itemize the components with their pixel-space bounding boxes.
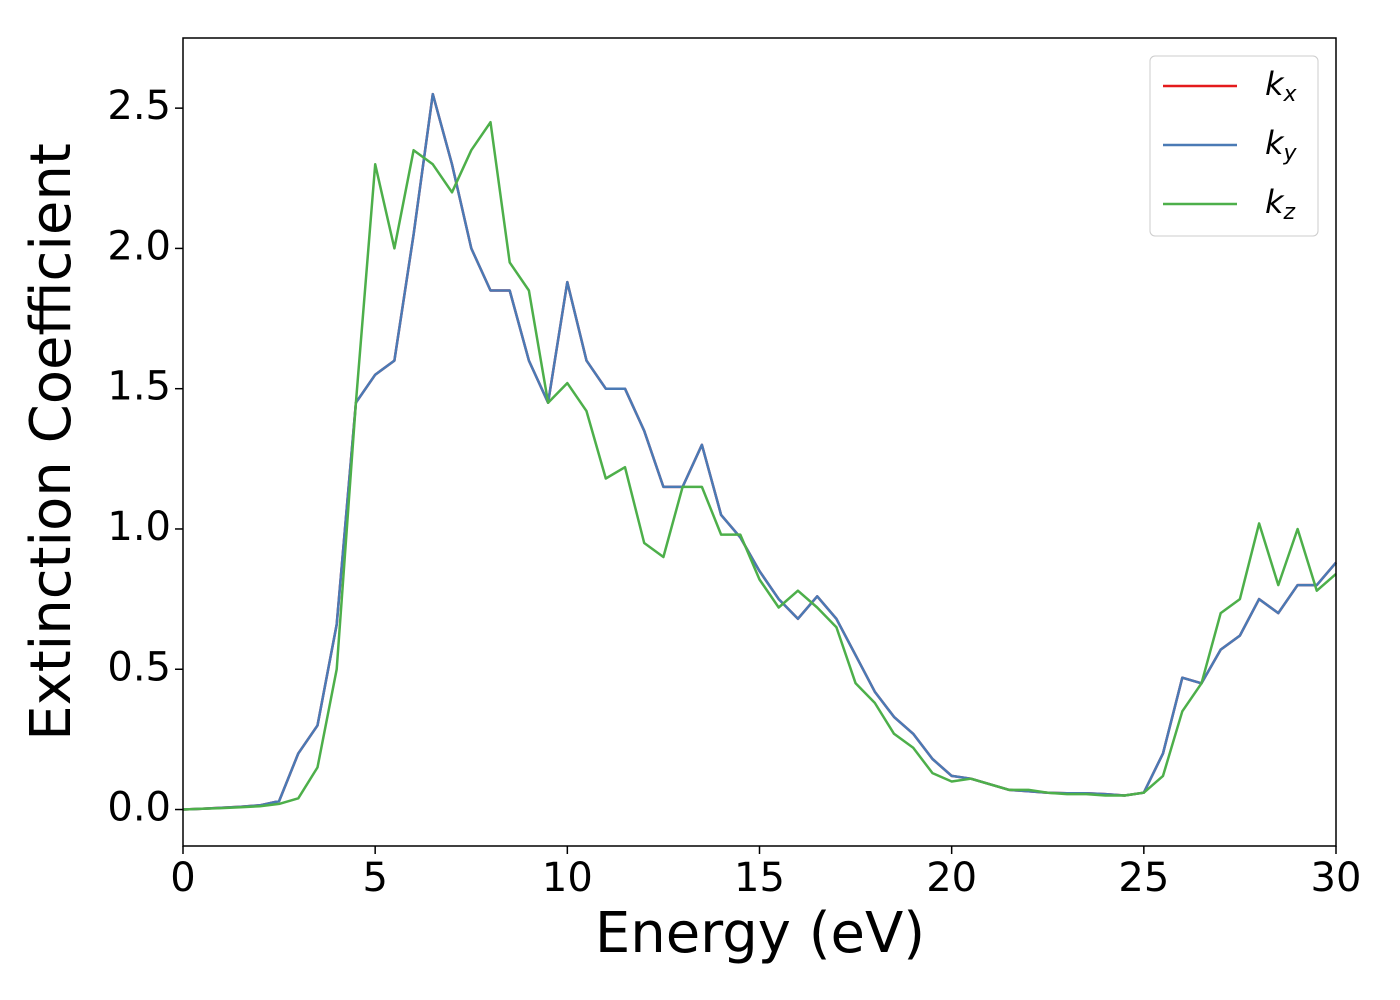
x-axis-label: Energy (eV) <box>595 901 925 966</box>
y-axis-label: Extinction Coefficient <box>19 143 84 741</box>
x-tick-label: 10 <box>542 855 593 901</box>
legend-label: kx <box>1265 65 1298 107</box>
x-tick-label: 5 <box>362 855 387 901</box>
series-line <box>182 120 1337 811</box>
legend-label: kz <box>1265 183 1296 225</box>
y-tick-label: 2.5 <box>107 83 171 129</box>
x-tick-label: 30 <box>1311 855 1362 901</box>
y-tick-label: 0.0 <box>107 785 171 831</box>
y-tick-label: 2.0 <box>107 223 171 269</box>
legend-label: ky <box>1265 124 1298 166</box>
x-tick-label: 20 <box>926 855 977 901</box>
x-tick-label: 25 <box>1118 855 1169 901</box>
plot-frame <box>182 37 1337 847</box>
y-tick-label: 1.0 <box>107 504 171 550</box>
y-tick-label: 1.5 <box>107 364 171 410</box>
x-tick-label: 15 <box>734 855 785 901</box>
y-tick-label: 0.5 <box>107 644 171 690</box>
x-tick-label: 0 <box>170 855 195 901</box>
